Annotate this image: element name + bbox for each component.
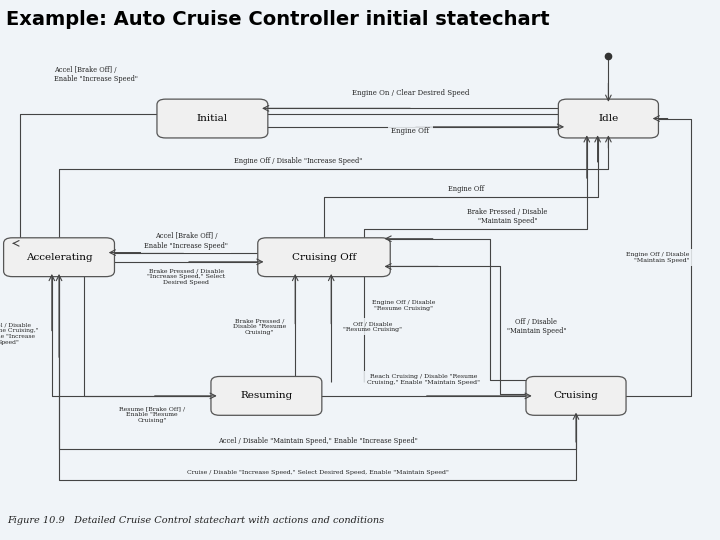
Text: Off / Disable
"Maintain Speed": Off / Disable "Maintain Speed" (507, 318, 566, 335)
Text: Engine Off: Engine Off (392, 127, 429, 135)
FancyBboxPatch shape (157, 99, 268, 138)
Text: Engine Off: Engine Off (448, 185, 485, 193)
FancyBboxPatch shape (211, 376, 322, 415)
Text: Engine Off / Disable
"Maintain Speed": Engine Off / Disable "Maintain Speed" (626, 252, 690, 262)
Text: Idle: Idle (598, 114, 618, 123)
Text: Engine Off / Disable "Increase Speed": Engine Off / Disable "Increase Speed" (233, 157, 362, 165)
Text: Brake Pressed /
Disable "Resume
Cruising": Brake Pressed / Disable "Resume Cruising… (233, 318, 286, 335)
Text: Accel / Disable "Maintain Speed," Enable "Increase Speed": Accel / Disable "Maintain Speed," Enable… (217, 437, 418, 445)
Text: Reach Cruising / Disable "Resume
Cruising," Enable "Maintain Speed": Reach Cruising / Disable "Resume Cruisin… (367, 374, 480, 385)
Text: Engine On / Clear Desired Speed: Engine On / Clear Desired Speed (351, 89, 469, 97)
Text: Resume [Brake Off] /
Enable "Resume
Cruising": Resume [Brake Off] / Enable "Resume Crui… (119, 406, 185, 423)
Text: Cruising Off: Cruising Off (292, 253, 356, 262)
Text: Engine Off / Disable
"Resume Cruising": Engine Off / Disable "Resume Cruising" (372, 300, 435, 311)
Text: Accelerating: Accelerating (26, 253, 92, 262)
Text: Brake Pressed / Disable
"Increase Speed," Select
Desired Speed: Brake Pressed / Disable "Increase Speed,… (147, 268, 225, 285)
Text: Cruise / Disable "Increase Speed," Select Desired Speed, Enable "Maintain Speed": Cruise / Disable "Increase Speed," Selec… (186, 470, 449, 475)
FancyBboxPatch shape (526, 376, 626, 415)
Text: Accel / Disable
"Resume Cruising,"
Enable "Increase
Speed": Accel / Disable "Resume Cruising," Enabl… (0, 322, 38, 345)
FancyBboxPatch shape (258, 238, 390, 276)
Text: Accel [Brake Off] /
Enable "Increase Speed": Accel [Brake Off] / Enable "Increase Spe… (144, 232, 228, 249)
Text: Figure 10.9   Detailed Cruise Control statechart with actions and conditions: Figure 10.9 Detailed Cruise Control stat… (7, 516, 384, 525)
FancyBboxPatch shape (559, 99, 658, 138)
Text: Resuming: Resuming (240, 392, 292, 400)
FancyBboxPatch shape (4, 238, 114, 276)
Text: Brake Pressed / Disable
"Maintain Speed": Brake Pressed / Disable "Maintain Speed" (467, 208, 548, 225)
Text: Example: Auto Cruise Controller initial statechart: Example: Auto Cruise Controller initial … (6, 10, 549, 30)
Text: Cruising: Cruising (554, 392, 598, 400)
Text: Off / Disable
"Resume Cruising": Off / Disable "Resume Cruising" (343, 321, 402, 332)
Text: Accel [Brake Off] /
Enable "Increase Speed": Accel [Brake Off] / Enable "Increase Spe… (54, 66, 138, 83)
Text: Initial: Initial (197, 114, 228, 123)
